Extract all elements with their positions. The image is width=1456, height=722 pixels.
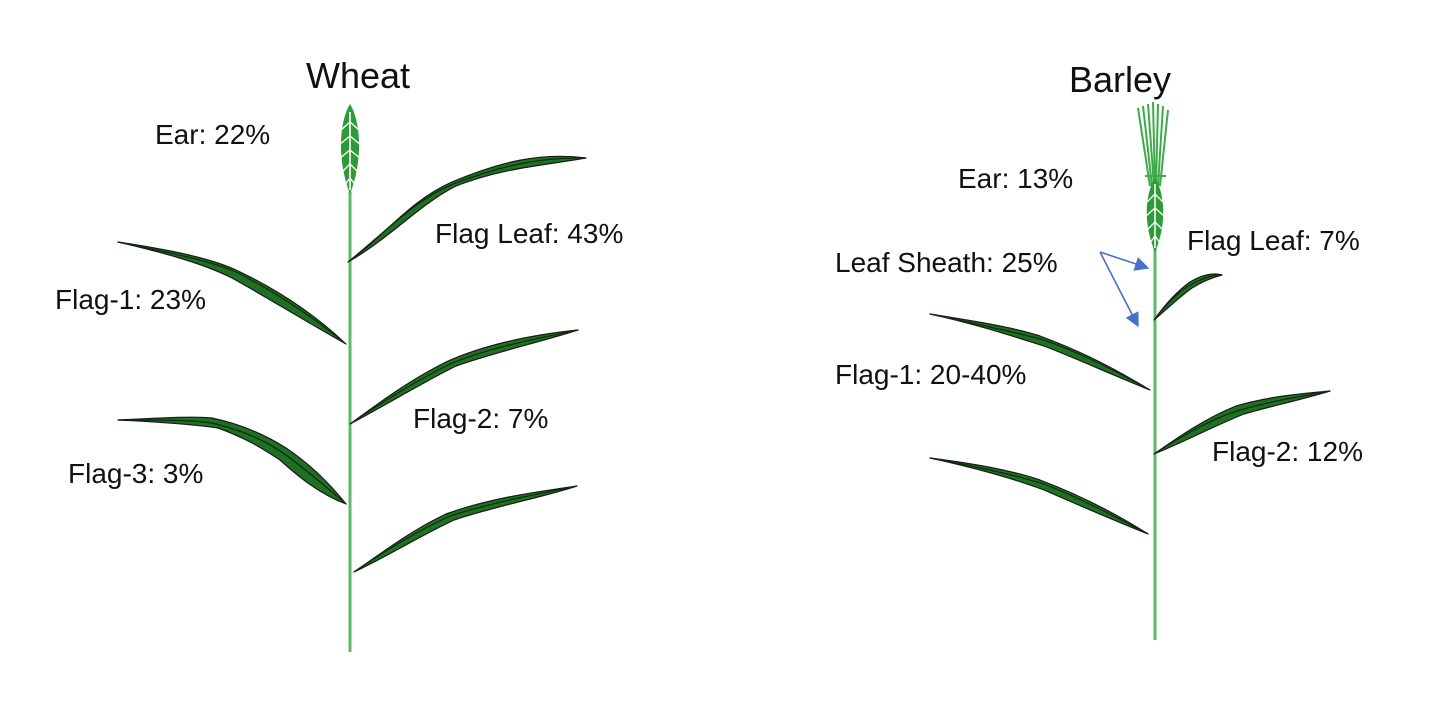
leaf-sheath-arrow-lower: [1099, 251, 1139, 328]
barley-leaf-sheath-label: Leaf Sheath: 25%: [835, 247, 1058, 278]
barley-plant: Barley Ear: 13% Flag Leaf: 7% Leaf Sheat…: [835, 59, 1363, 640]
barley-awns: [1137, 101, 1169, 187]
barley-flag-leaf: [1153, 273, 1223, 321]
leaf-sheath-arrow-upper: [1099, 251, 1150, 271]
barley-flag-1-label: Flag-1: 20-40%: [835, 359, 1026, 390]
barley-ear-icon: [1145, 178, 1165, 252]
wheat-lower-leaf: [353, 485, 578, 573]
wheat-flag-leaf: [347, 155, 587, 263]
wheat-plant: Wheat Ear: 22% Flag Leaf: 43% Flag-1: 23…: [55, 55, 623, 652]
barley-flag-1-leaf: [929, 313, 1151, 391]
wheat-flag-2-leaf: [349, 329, 579, 425]
barley-title: Barley: [1069, 59, 1171, 100]
barley-flag-2-leaf: [1153, 390, 1331, 455]
wheat-flag-1-label: Flag-1: 23%: [55, 284, 206, 315]
barley-lower-leaf: [929, 457, 1149, 535]
wheat-flag-leaf-label: Flag Leaf: 43%: [435, 218, 623, 249]
wheat-title: Wheat: [306, 55, 410, 96]
wheat-flag-2-label: Flag-2: 7%: [413, 403, 548, 434]
wheat-flag-1-leaf: [117, 241, 347, 345]
barley-flag-2-label: Flag-2: 12%: [1212, 436, 1363, 467]
wheat-ear-icon: [338, 104, 362, 194]
wheat-flag-3-label: Flag-3: 3%: [68, 458, 203, 489]
wheat-ear-label: Ear: 22%: [155, 119, 270, 150]
wheat-flag-3-leaf: [117, 416, 347, 505]
leaf-sheath-arrows: [1099, 251, 1150, 328]
barley-ear-label: Ear: 13%: [958, 163, 1073, 194]
barley-flag-leaf-label: Flag Leaf: 7%: [1187, 225, 1360, 256]
